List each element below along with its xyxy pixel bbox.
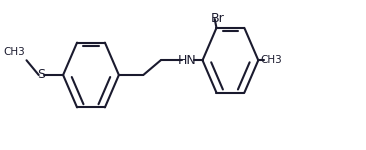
- Text: S: S: [37, 69, 45, 81]
- Text: CH3: CH3: [3, 47, 25, 57]
- Text: HN: HN: [178, 54, 197, 67]
- Text: CH3: CH3: [260, 55, 282, 65]
- Text: Br: Br: [211, 12, 225, 25]
